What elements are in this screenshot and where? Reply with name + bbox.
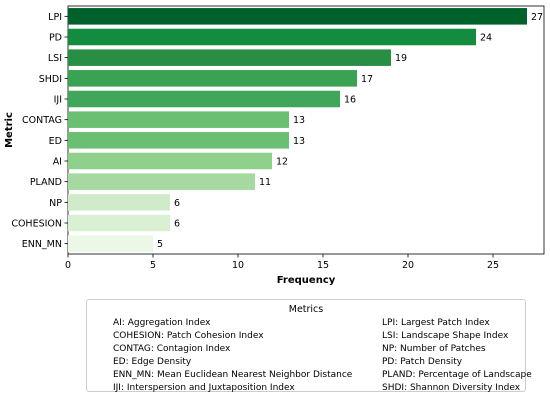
legend-item: LSI: Landscape Shape Index [382, 331, 509, 341]
data-label: 11 [259, 177, 271, 188]
data-label: 16 [344, 95, 356, 106]
legend-item: IJI: Interspersion and Juxtaposition Ind… [113, 383, 295, 393]
bar [68, 8, 527, 25]
x-tick-label: 5 [150, 260, 156, 271]
legend-item: COHESION: Patch Cohesion Index [113, 331, 264, 341]
bar [68, 111, 289, 128]
legend-column-right: LPI: Largest Patch Index LSI: Landscape … [382, 317, 532, 395]
legend-item: AI: Aggregation Index [113, 318, 211, 328]
y-tick-label: LPI [48, 12, 62, 23]
x-axis-label: Frequency [277, 275, 336, 286]
bar [68, 49, 391, 66]
y-tick-label: PLAND [30, 177, 62, 188]
y-tick-label: ED [49, 136, 62, 147]
legend-item: CONTAG: Contagion Index [113, 344, 231, 354]
plot-frame [67, 5, 545, 255]
x-tick-label: 0 [65, 260, 71, 271]
bar [68, 132, 289, 149]
legend-item: PD: Patch Density [382, 357, 463, 367]
legend: Metrics AI: Aggregation Index COHESION: … [86, 299, 532, 395]
data-label: 5 [157, 239, 163, 250]
y-axis-label: Metric [4, 112, 15, 148]
data-label: 13 [293, 136, 305, 147]
bar [68, 235, 153, 252]
x-tick-label: 15 [317, 260, 329, 271]
bar [68, 70, 357, 87]
data-label: 17 [361, 74, 373, 85]
data-label: 6 [174, 198, 180, 209]
bar [68, 28, 476, 46]
data-label: 24 [480, 33, 492, 44]
y-tick-label: AI [53, 157, 62, 168]
x-tick-label: 10 [232, 260, 244, 271]
bar [68, 152, 272, 170]
legend-item: NP: Number of Patches [382, 344, 486, 354]
y-tick-label: LSI [48, 53, 62, 64]
y-tick-label: ENN_MN [22, 239, 62, 250]
legend-item: SHDI: Shannon Diversity Index [382, 383, 521, 393]
y-tick-label: COHESION [11, 219, 62, 230]
bar [68, 194, 170, 211]
data-label: 19 [395, 53, 407, 64]
y-tick-label: SHDI [39, 74, 62, 85]
x-tick-label: 20 [402, 260, 414, 271]
y-tick-label: PD [49, 33, 62, 44]
data-label: 13 [293, 115, 305, 126]
bar-chart: LPI 27 PD 24 LSI 19 SHDI 17 IJI 16 CONTAG 13 ED 13 AI 1… [4, 5, 545, 286]
data-label: 27 [531, 12, 543, 23]
legend-item: PLAND: Percentage of Landscape [382, 370, 532, 380]
legend-item: ENN_MN: Mean Euclidean Nearest Neighbor … [113, 370, 353, 380]
legend-item: LPI: Largest Patch Index [382, 318, 490, 328]
data-label: 6 [174, 219, 180, 230]
bar [68, 173, 255, 190]
legend-title: Metrics [288, 304, 324, 315]
data-label: 12 [276, 157, 288, 168]
bar [68, 214, 170, 232]
legend-item: ED: Edge Density [113, 357, 192, 367]
legend-column-left: AI: Aggregation Index COHESION: Patch Co… [113, 317, 352, 395]
x-tick-label: 25 [487, 260, 499, 271]
y-tick-label: IJI [54, 95, 62, 106]
y-tick-label: NP [49, 198, 62, 209]
y-tick-label: CONTAG [22, 115, 62, 126]
bar [68, 90, 340, 108]
